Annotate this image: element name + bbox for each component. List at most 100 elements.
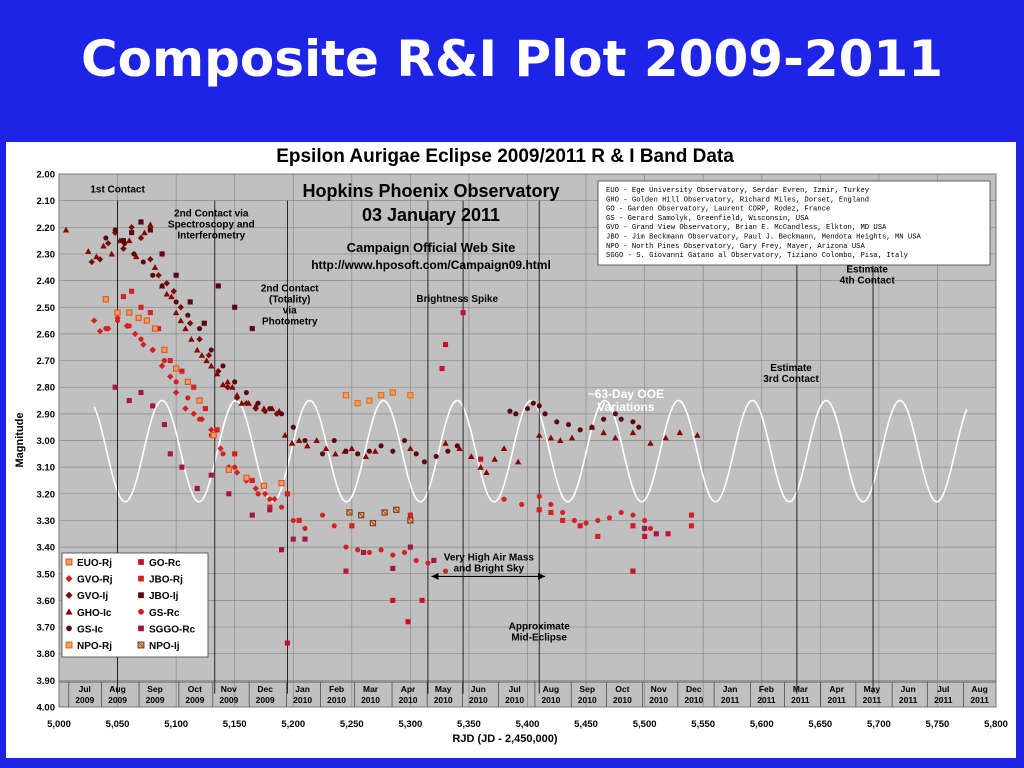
month-year-label: 2010 [327, 695, 346, 705]
x-tick-label: 5,600 [750, 719, 774, 730]
data-point [342, 392, 350, 399]
data-point [208, 472, 214, 478]
annotation-estimate-3rd: Estimate [770, 363, 812, 374]
y-tick-label: 3.90 [37, 676, 56, 687]
annotation-second-contact-spectro: Interferometry [177, 231, 245, 242]
data-point [618, 416, 624, 422]
observatory-entry: GHO - Golden Hill Observatory, Richard M… [606, 196, 869, 204]
data-point [96, 328, 104, 335]
data-point [401, 437, 408, 444]
data-point [362, 453, 370, 460]
contact-lines [117, 200, 874, 694]
data-point [104, 240, 112, 247]
data-point [196, 326, 203, 332]
legend-marker [138, 592, 144, 599]
month-label: May [435, 684, 452, 694]
month-label: Jan [723, 684, 738, 694]
month-labels: Jul2009Aug2009Sep2009Oct2009Nov2009Dec20… [59, 681, 996, 707]
month-year-label: 2010 [684, 695, 703, 705]
data-point [88, 258, 95, 266]
data-point [215, 283, 221, 289]
data-point [271, 495, 278, 503]
data-point-x [347, 510, 352, 515]
data-point [519, 501, 525, 508]
data-point [295, 437, 303, 444]
x-tick-label: 5,250 [340, 719, 364, 730]
data-point [249, 512, 255, 518]
data-point [85, 248, 92, 254]
data-point [112, 384, 118, 390]
data-point [96, 256, 104, 263]
data-point-x [394, 507, 399, 512]
data-point [115, 318, 121, 324]
data-point [194, 346, 201, 353]
data-point [138, 389, 144, 396]
data-point [233, 394, 241, 402]
air-mass-arrow [431, 572, 546, 580]
annotation-second-contact-spectro: 2nd Contact via [174, 209, 249, 220]
data-point [158, 362, 166, 370]
data-point [252, 405, 259, 412]
data-point [232, 451, 238, 457]
data-point [252, 485, 259, 492]
data-point [278, 504, 285, 510]
data-point [213, 370, 221, 377]
month-year-label: 2011 [721, 695, 740, 705]
data-point [185, 395, 191, 401]
month-year-label: 2010 [434, 695, 453, 705]
data-point [468, 453, 475, 460]
data-point [413, 451, 419, 457]
data-point [536, 431, 543, 438]
y-tick-label: 2.40 [37, 276, 56, 287]
observatory-entry: GVO - Grand View Observatory, Brian E. M… [606, 224, 887, 232]
data-point [665, 531, 671, 537]
data-point [290, 517, 296, 524]
data-point [355, 547, 361, 553]
campaign-url: http://www.hposoft.com/Campaign09.html [311, 258, 551, 272]
data-point [378, 443, 384, 449]
slide-title: Composite R&I Plot 2009-2011 [80, 30, 944, 88]
observatory-entry: NPO - North Pines Observatory, Gary Frey… [606, 243, 865, 251]
data-point [600, 429, 607, 436]
data-point [366, 448, 372, 454]
y-tick-label: 2.90 [37, 409, 56, 420]
month-year-label: 2011 [934, 695, 953, 705]
observatory-entry: JBO - Jim Beckmann Observatory, Paul J. … [606, 234, 922, 242]
data-point [343, 568, 349, 574]
data-point [360, 549, 367, 555]
y-tick-label: 3.10 [37, 463, 56, 474]
data-point [630, 512, 636, 518]
month-label: Sep [579, 684, 595, 694]
data-point [103, 326, 109, 332]
data-point [182, 325, 189, 332]
data-point [501, 496, 507, 502]
month-label: Jul [508, 684, 520, 694]
y-tick-label: 3.70 [37, 623, 56, 634]
observatory-entry: EUO - Ege University Observatory, Serdar… [606, 187, 870, 195]
month-year-label: 2011 [791, 695, 810, 705]
data-point [284, 491, 290, 497]
annotation-first-contact: 1st Contact [90, 185, 145, 196]
y-axis-label: Magnitude [14, 413, 26, 468]
data-point [557, 437, 564, 444]
data-point [151, 264, 159, 270]
data-point [378, 547, 384, 553]
data-point [589, 424, 595, 430]
series-euo-rj [102, 296, 285, 489]
data-point [188, 336, 195, 342]
data-point [232, 379, 238, 385]
data-point [454, 443, 460, 449]
legend-label: GS-Rc [149, 608, 180, 619]
data-point [120, 245, 127, 252]
data-point [267, 504, 273, 510]
month-year-label: 2009 [146, 695, 165, 705]
legend-label: JBO-Ij [149, 591, 179, 602]
data-point [343, 544, 349, 550]
data-point [612, 434, 619, 441]
data-point [143, 317, 151, 324]
legend-marker [138, 608, 144, 615]
annotation-mid-eclipse: Approximate [509, 622, 571, 633]
month-label: Dec [686, 684, 702, 694]
month-label: Feb [759, 684, 774, 694]
data-point [514, 458, 522, 465]
